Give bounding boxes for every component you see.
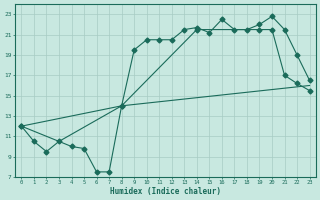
X-axis label: Humidex (Indice chaleur): Humidex (Indice chaleur) bbox=[110, 187, 221, 196]
